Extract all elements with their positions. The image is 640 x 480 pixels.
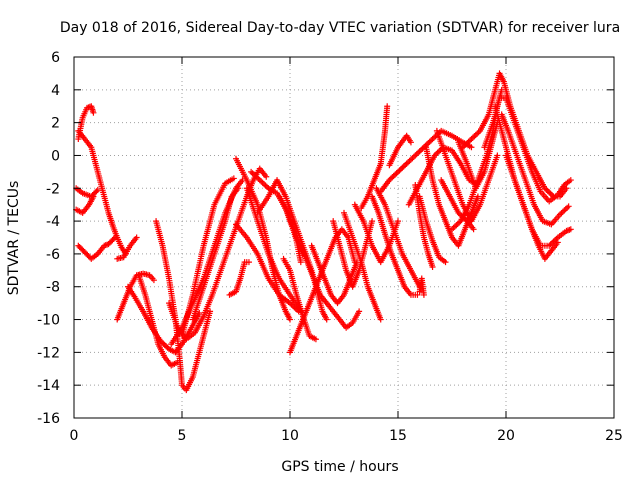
- data-point-marker: [407, 139, 414, 146]
- data-point-marker: [356, 308, 363, 315]
- series-arc-45: [503, 152, 561, 262]
- series-arc-13: [179, 175, 237, 339]
- data-point-marker: [150, 277, 157, 284]
- series-arc-24: [297, 242, 363, 331]
- data-markers: [73, 70, 574, 394]
- series-arc-34: [416, 275, 427, 298]
- data-point-marker: [230, 175, 237, 182]
- y-tick-label: 0: [51, 148, 60, 164]
- series-arc-14: [189, 185, 242, 323]
- series-arc-9: [135, 272, 181, 369]
- chart-title: Day 018 of 2016, Sidereal Day-to-day VTE…: [60, 20, 620, 36]
- data-point-marker: [494, 152, 501, 159]
- series-arc-38: [433, 127, 501, 225]
- data-point-marker: [312, 336, 319, 343]
- x-tick-label: 10: [281, 428, 299, 444]
- y-tick-label: -2: [46, 181, 60, 197]
- y-tick-label: -12: [37, 345, 60, 361]
- series-arc-47: [412, 181, 436, 271]
- data-point-marker: [90, 109, 97, 116]
- series-arc-36: [416, 193, 449, 266]
- data-point-marker: [468, 144, 475, 151]
- data-point-marker: [287, 316, 293, 323]
- data-point-marker: [263, 173, 270, 180]
- axis-ticks: [73, 56, 615, 419]
- y-tick-label: -16: [37, 411, 60, 427]
- data-point-marker: [112, 234, 119, 241]
- y-axis-label: SDTVAR / TECUs: [6, 181, 22, 296]
- y-tick-label: 2: [51, 116, 60, 132]
- series-arc-21: [254, 177, 330, 323]
- data-point-marker: [470, 226, 477, 233]
- tick-labels: 0 5 10 15 20 25 -16 -14 -12 -10 -8 -6 -4 -2 0 2 4 6: [37, 50, 623, 444]
- data-point-marker: [377, 316, 384, 323]
- data-point-marker: [414, 291, 421, 298]
- x-tick-label: 25: [605, 428, 623, 444]
- series-arc-5: [75, 234, 119, 262]
- data-point-marker: [554, 239, 561, 246]
- series-arc-18: [233, 221, 302, 315]
- data-point-marker: [567, 177, 574, 184]
- series-arc-46: [438, 177, 477, 233]
- data-point-marker: [323, 316, 330, 323]
- x-axis-label: GPS time / hours: [281, 459, 398, 475]
- data-point-marker: [207, 308, 214, 315]
- y-tick-label: -14: [37, 378, 60, 394]
- y-tick-label: 4: [51, 83, 60, 99]
- data-point-marker: [90, 193, 97, 200]
- series-arc-37: [423, 144, 481, 249]
- x-tick-label: 20: [497, 428, 515, 444]
- series-arc-4: [73, 193, 97, 216]
- series-arc-22: [280, 255, 319, 343]
- series-arc-27: [341, 209, 384, 323]
- data-point-marker: [565, 203, 572, 210]
- series-arc-30: [369, 193, 421, 298]
- series-arc-15: [226, 259, 252, 298]
- y-tick-label: -8: [46, 280, 60, 296]
- data-point-marker: [474, 193, 481, 200]
- data-point-marker: [369, 218, 376, 225]
- series-arc-29: [358, 103, 391, 211]
- data-point-marker: [420, 291, 427, 298]
- series-arc-42: [481, 95, 574, 205]
- series-arc-17: [243, 185, 304, 315]
- y-tick-label: 6: [51, 50, 60, 66]
- data-point-marker: [93, 188, 100, 195]
- x-tick-label: 0: [70, 428, 79, 444]
- data-point-marker: [110, 235, 117, 242]
- x-tick-label: 15: [389, 428, 407, 444]
- data-point-marker: [235, 185, 242, 192]
- series-arc-28: [351, 201, 401, 266]
- data-point-marker: [245, 259, 252, 266]
- data-point-marker: [429, 264, 436, 271]
- series-arc-20: [276, 193, 304, 266]
- x-tick-label: 5: [178, 428, 187, 444]
- data-point-marker: [395, 218, 401, 225]
- data-point-marker: [133, 234, 140, 241]
- data-point-marker: [442, 259, 449, 266]
- data-point-marker: [384, 103, 391, 110]
- data-point-marker: [297, 259, 304, 266]
- data-point-marker: [94, 186, 101, 193]
- series-arc-6: [114, 234, 140, 262]
- y-tick-label: -4: [46, 214, 60, 230]
- series-arc-44: [498, 111, 572, 228]
- plot-frame: [73, 56, 615, 419]
- y-tick-label: -10: [37, 313, 60, 329]
- y-tick-label: -6: [46, 247, 60, 263]
- series-arc-33: [386, 132, 414, 169]
- data-point-marker: [567, 226, 574, 233]
